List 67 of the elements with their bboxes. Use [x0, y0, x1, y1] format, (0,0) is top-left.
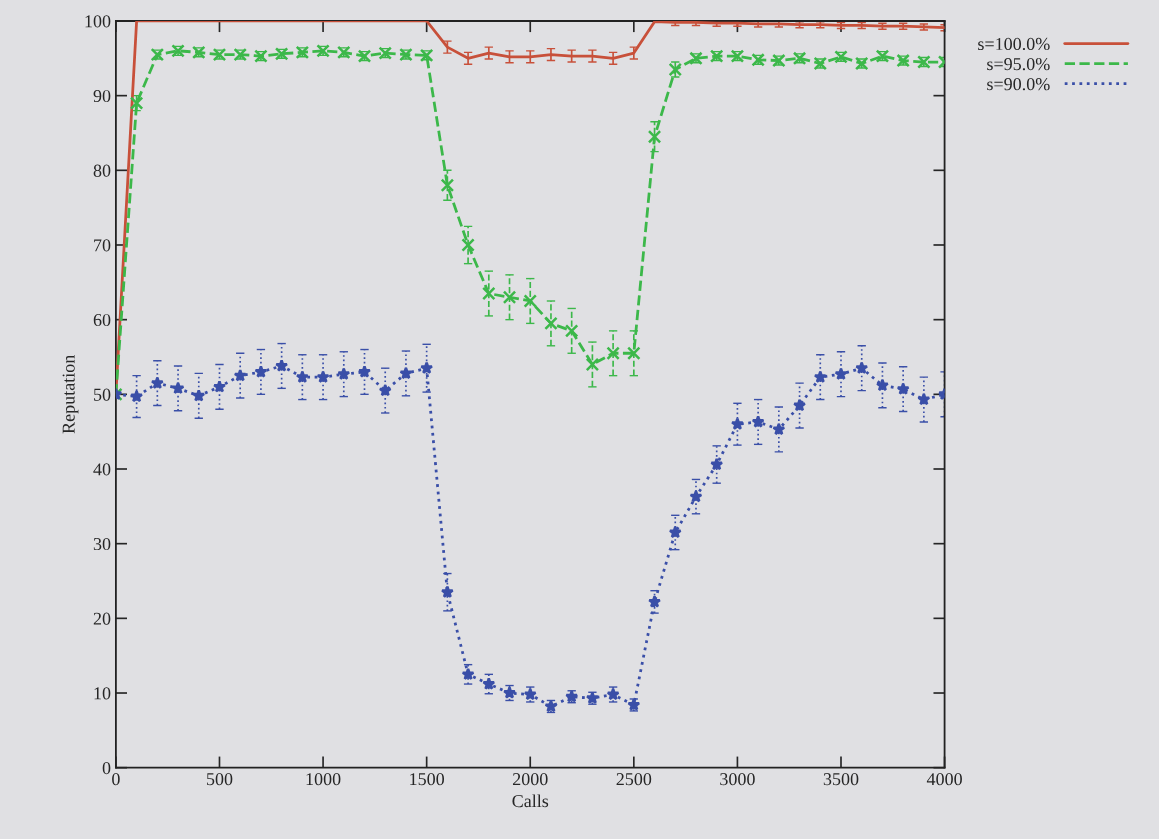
y-tick-label: 30 [93, 537, 111, 551]
x-tick-label: 1000 [306, 773, 341, 786]
point [544, 316, 558, 331]
point [917, 392, 931, 406]
point [647, 129, 662, 144]
point [855, 361, 869, 374]
y-tick-label: 20 [93, 612, 111, 625]
legend-label: s=90.0% [987, 78, 1050, 91]
x-tick-label: 4000 [926, 773, 962, 786]
point [461, 667, 475, 681]
point [171, 381, 185, 395]
y-tick-label: 80 [93, 164, 111, 177]
point [130, 389, 144, 403]
point [357, 365, 372, 378]
point [254, 365, 268, 378]
point [399, 366, 413, 380]
point [440, 585, 454, 598]
point [730, 417, 744, 430]
point [482, 286, 496, 301]
x-tick-label: 3000 [720, 773, 755, 786]
y-tick-label: 70 [94, 239, 111, 252]
legend-label: s=100.0% [978, 37, 1050, 51]
y-tick-label: 60 [93, 313, 111, 327]
point [875, 378, 889, 392]
y-tick-label: 10 [94, 687, 111, 700]
point [192, 389, 206, 402]
point [420, 361, 434, 374]
y-tick-label: 40 [93, 463, 111, 476]
point [150, 376, 164, 389]
point [316, 370, 330, 383]
point [896, 382, 910, 395]
x-tick-label: 1500 [410, 773, 445, 786]
point [668, 525, 682, 539]
point [564, 324, 579, 338]
y-tick-label: 90 [93, 89, 111, 103]
x-tick-label: 3500 [823, 773, 859, 786]
x-tick-label: 0 [112, 773, 120, 786]
point [440, 178, 455, 193]
point [793, 398, 807, 412]
x-tick-label: 2500 [616, 773, 652, 786]
point [606, 346, 620, 361]
point [337, 367, 351, 380]
point [378, 383, 392, 397]
x-tick-label: 500 [206, 773, 233, 786]
point [482, 677, 496, 690]
point [502, 290, 517, 305]
x-tick-label: 2000 [512, 773, 548, 786]
x-axis-title: Calls [512, 794, 549, 808]
point [834, 367, 848, 380]
point [233, 368, 247, 382]
point [585, 357, 600, 372]
point [751, 415, 765, 428]
y-axis-title: Reputation [62, 354, 79, 434]
point [461, 238, 475, 252]
point [523, 294, 538, 308]
point [689, 489, 703, 503]
point [648, 595, 662, 608]
y-tick-label: 100 [85, 15, 111, 28]
point [627, 346, 641, 361]
point [772, 422, 786, 436]
y-tick-label: 0 [102, 761, 111, 775]
point [275, 359, 289, 372]
point [813, 370, 827, 383]
point [212, 380, 227, 393]
legend-label: s=95.0% [987, 57, 1050, 71]
point [295, 370, 309, 383]
y-tick-label: 50 [94, 388, 111, 401]
